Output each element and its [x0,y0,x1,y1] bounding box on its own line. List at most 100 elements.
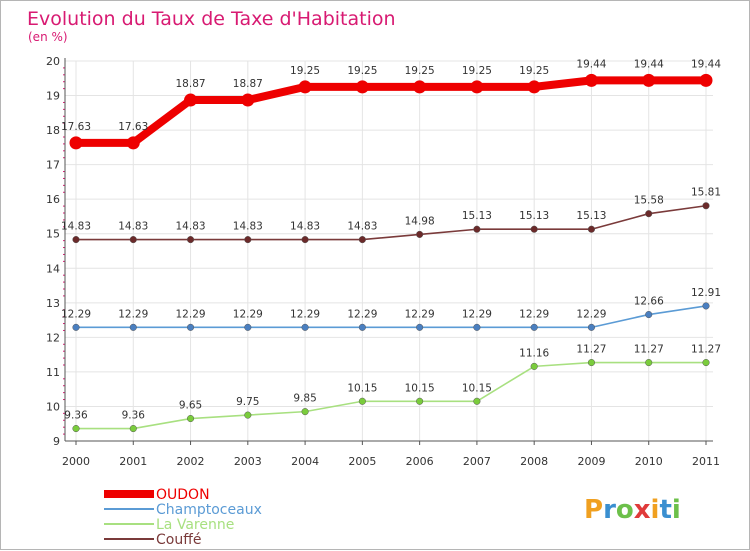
data-point [530,323,538,331]
brand-letter: o [616,495,634,525]
data-label: 15.13 [576,210,606,222]
legend-label-la-varenne: La Varenne [156,517,234,533]
data-point [184,93,198,107]
data-point [645,210,653,218]
x-tick-label: 2002 [177,455,205,468]
brand-letter: r [603,495,616,525]
data-point [186,236,195,244]
brand-letter: t [659,495,671,525]
data-point [473,397,481,405]
y-tick-label: 12 [46,331,60,344]
y-tick-label: 9 [53,435,60,448]
data-label: 12.29 [118,308,148,320]
series-line-champtoceaux [75,305,707,329]
data-point [358,323,366,331]
data-label: 19.25 [519,65,549,77]
data-point [298,80,312,94]
series-champtoceaux: 12.29 12.29 12.29 12.29 12.29 12.29 12.29 12.29… [61,287,721,331]
data-label: 19.25 [462,65,492,77]
x-tick-label: 2007 [463,455,491,468]
y-tick-label: 17 [46,159,60,172]
data-label: 12.29 [576,308,606,320]
data-label: 14.83 [290,221,320,233]
data-label: 12.29 [519,308,549,320]
brand-letter: x [634,495,651,525]
series-line-oudon [72,76,710,147]
data-label: 9.65 [179,400,202,412]
data-point [244,236,252,244]
data-point [358,236,366,244]
data-label: 19.25 [347,65,377,77]
legend-label-couff-: Couffé [156,532,201,548]
data-point [642,73,656,87]
proxiti-logo: Proxiti [584,495,681,525]
x-tick-label: 2008 [520,455,548,468]
series-line-couff- [75,204,707,241]
data-label: 11.27 [634,344,664,356]
data-point [645,311,653,319]
data-label: 12.66 [634,296,664,308]
data-label: 18.87 [233,78,263,90]
data-point [473,225,481,233]
data-label: 11.27 [691,344,721,356]
data-point [413,80,427,94]
data-label: 10.15 [347,382,377,394]
data-label: 9.75 [236,396,259,408]
data-point [301,408,309,416]
x-tick-label: 2004 [291,455,319,468]
data-label: 12.29 [233,308,263,320]
data-point [129,236,137,244]
data-label: 10.15 [462,382,492,394]
data-point [186,414,195,423]
data-label: 14.98 [405,215,435,227]
data-point [587,225,596,233]
data-point [244,323,252,331]
x-tick-label: 2006 [406,455,434,468]
data-point [702,359,710,367]
data-label: 9.36 [122,410,146,422]
data-label: 17.63 [118,121,148,133]
data-label: 12.29 [462,308,492,320]
brand-letter: i [672,495,681,525]
y-tick-label: 19 [46,90,60,103]
data-point [702,302,710,310]
legend-label-champtoceaux: Champtoceaux [156,502,262,518]
data-label: 9.85 [293,393,316,405]
data-point [473,323,481,331]
brand-text: Proxiti [584,495,681,525]
y-tick-label: 11 [46,366,60,379]
y-tick-label: 10 [46,400,60,413]
data-label: 19.44 [691,58,721,70]
data-label: 14.83 [61,221,91,233]
data-label: 15.81 [691,187,721,199]
y-tick-label: 14 [46,262,60,275]
x-tick-label: 2000 [62,455,90,468]
data-point [241,93,255,107]
data-point [470,80,484,94]
data-point [358,397,366,405]
data-point [702,202,710,210]
legend-label-oudon: OUDON [156,487,210,503]
data-label: 18.87 [176,78,206,90]
grid [65,60,713,442]
data-point [244,411,252,419]
series: 12.29 12.29 12.29 12.29 12.29 12.29 12.29 12.29… [61,58,721,433]
data-point [587,359,596,367]
data-label: 15.58 [634,195,664,207]
x-tick-label: 2009 [577,455,605,468]
data-label: 9.36 [64,410,88,422]
y-tick-label: 15 [46,228,60,241]
data-point [416,323,424,331]
x-tick-label: 2001 [119,455,147,468]
data-point [301,323,309,331]
series-la-varenne: 9.36 9.36 9.65 9.75 9.85 10.15 10.15 10.15 11.16… [64,344,721,433]
data-label: 12.29 [290,308,320,320]
data-point [355,80,369,94]
data-label: 19.44 [576,58,606,70]
data-label: 19.25 [290,65,320,77]
x-tick-label: 2011 [692,455,720,468]
axes: 9 10 11 12 13 14 15 16 17 18 19 20 2000 2001 2002 2003 2… [46,55,720,468]
